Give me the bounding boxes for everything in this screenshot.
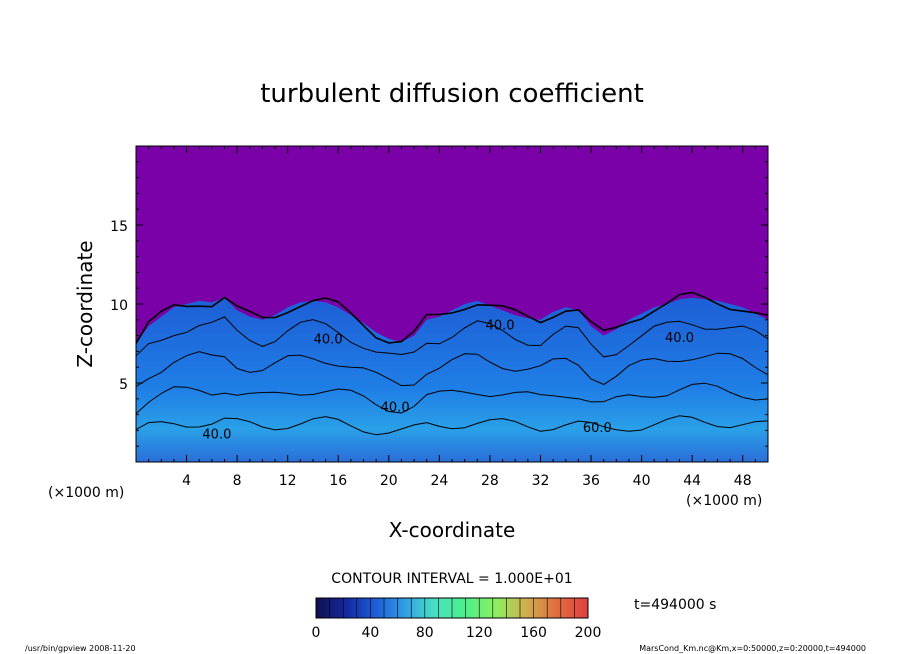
x-tick-label: 44 bbox=[683, 473, 701, 489]
x-tick-label: 16 bbox=[329, 473, 347, 489]
y-tick-label: 15 bbox=[110, 219, 128, 235]
x-tick-label: 40 bbox=[633, 473, 651, 489]
colorbar: 0 40 80 120 160 200 bbox=[312, 597, 602, 641]
contour-interval-text: CONTOUR INTERVAL = 1.000E+01 bbox=[331, 571, 572, 587]
contour-line bbox=[135, 316, 769, 358]
contour-label: 40.0 bbox=[665, 331, 694, 346]
x-tick-label: 4 bbox=[182, 473, 191, 489]
chart-title: turbulent diffusion coefficient bbox=[260, 79, 644, 109]
contour-label: 60.0 bbox=[583, 421, 612, 436]
contour-line bbox=[135, 351, 769, 387]
time-label: t=494000 s bbox=[634, 597, 716, 613]
y-tick-label: 10 bbox=[110, 298, 128, 314]
contour-label: 40.0 bbox=[202, 427, 231, 442]
contour-label: 40.0 bbox=[486, 318, 515, 333]
x-unit-left: (×1000 m) bbox=[48, 485, 124, 501]
x-tick-label: 24 bbox=[430, 473, 448, 489]
colorbar-tick-label: 0 bbox=[312, 625, 321, 641]
colorbar-stripes bbox=[329, 598, 575, 618]
x-tick-label: 8 bbox=[233, 473, 242, 489]
colorbar-tick-label: 160 bbox=[520, 625, 547, 641]
colorbar-tick-label: 80 bbox=[416, 625, 434, 641]
contour-labels: 40.0 40.0 40.0 40.0 60.0 40.0 bbox=[202, 318, 694, 442]
contour-line bbox=[135, 291, 769, 344]
colorbar-tick-label: 40 bbox=[361, 625, 379, 641]
x-axis-label: X-coordinate bbox=[389, 518, 516, 542]
x-unit-right: (×1000 m) bbox=[686, 493, 762, 509]
x-axis-ticks: 4 8 12 16 20 24 28 32 36 40 44 48 bbox=[148, 146, 756, 489]
y-tick-label: 5 bbox=[119, 377, 128, 393]
x-tick-label: 12 bbox=[279, 473, 297, 489]
x-tick-label: 20 bbox=[380, 473, 398, 489]
y-axis-label: Z-coordinate bbox=[73, 240, 97, 367]
colorbar-ticks: 0 40 80 120 160 200 bbox=[312, 625, 602, 641]
contour-label: 40.0 bbox=[314, 333, 343, 348]
x-tick-label: 36 bbox=[582, 473, 600, 489]
plot-area: 40.0 40.0 40.0 40.0 60.0 40.0 bbox=[135, 145, 769, 463]
contour-line bbox=[135, 382, 769, 415]
contour-lines bbox=[135, 291, 769, 436]
x-tick-label: 32 bbox=[532, 473, 550, 489]
x-tick-label: 28 bbox=[481, 473, 499, 489]
turbulent-field-region bbox=[136, 297, 768, 462]
colorbar-tick-label: 200 bbox=[575, 625, 602, 641]
contour-label: 40.0 bbox=[381, 400, 410, 415]
y-axis-ticks: 5 10 15 bbox=[110, 161, 768, 447]
footer-left: /usr/bin/gpview 2008-11-20 bbox=[25, 644, 136, 653]
footer-right: MarsCond_Km.nc@Km,x=0:50000,z=0:20000,t=… bbox=[639, 644, 866, 653]
x-tick-label: 48 bbox=[734, 473, 752, 489]
colorbar-tick-label: 120 bbox=[466, 625, 493, 641]
contour-line bbox=[135, 415, 769, 436]
